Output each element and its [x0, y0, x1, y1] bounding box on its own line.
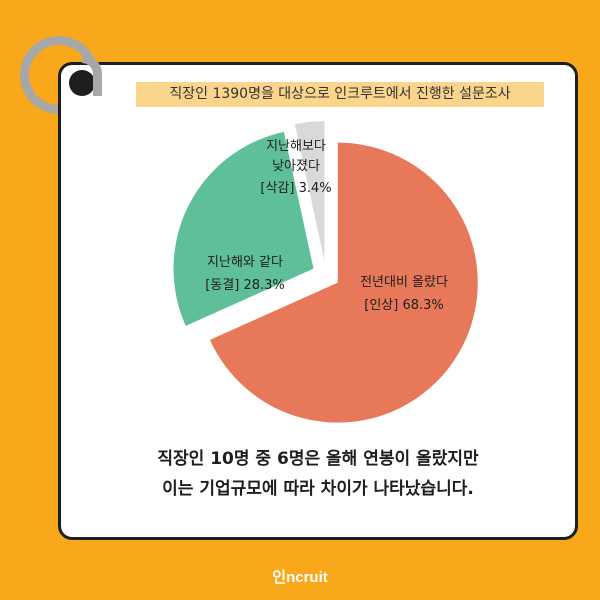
headline-line-2: 이는 기업규모에 따라 차이가 나타났습니다. — [162, 479, 474, 499]
slice-label-cut-value: [삭감] 3.4% — [260, 181, 331, 196]
survey-subtitle: 직장인 1390명을 대상으로 인크루트에서 진행한 설문조사 — [136, 82, 544, 107]
headline: 직장인 10명 중 6명은 올해 연봉이 올랐지만 이는 기업규모에 따라 차이… — [58, 444, 578, 504]
slice-label-freeze-value: [동결] 28.3% — [205, 278, 285, 293]
binder-ring-front — [82, 54, 102, 96]
pie-slice-raise — [209, 142, 478, 423]
slice-label-cut-title1: 지난해보다 — [266, 139, 326, 154]
incruit-logo: 인ncruit — [272, 569, 328, 586]
pie-slice-cut — [294, 121, 325, 262]
headline-line-1: 직장인 10명 중 6명은 올해 연봉이 올랐지만 — [157, 449, 479, 469]
pie-slice-freeze — [173, 131, 314, 326]
slice-label-raise-value: [인상] 68.3% — [364, 298, 444, 313]
slice-label-cut-title2: 낮아졌다 — [272, 159, 320, 174]
slice-label-raise-title: 전년대비 올랐다 — [360, 275, 448, 290]
slice-label-freeze-title: 지난해와 같다 — [207, 255, 283, 270]
